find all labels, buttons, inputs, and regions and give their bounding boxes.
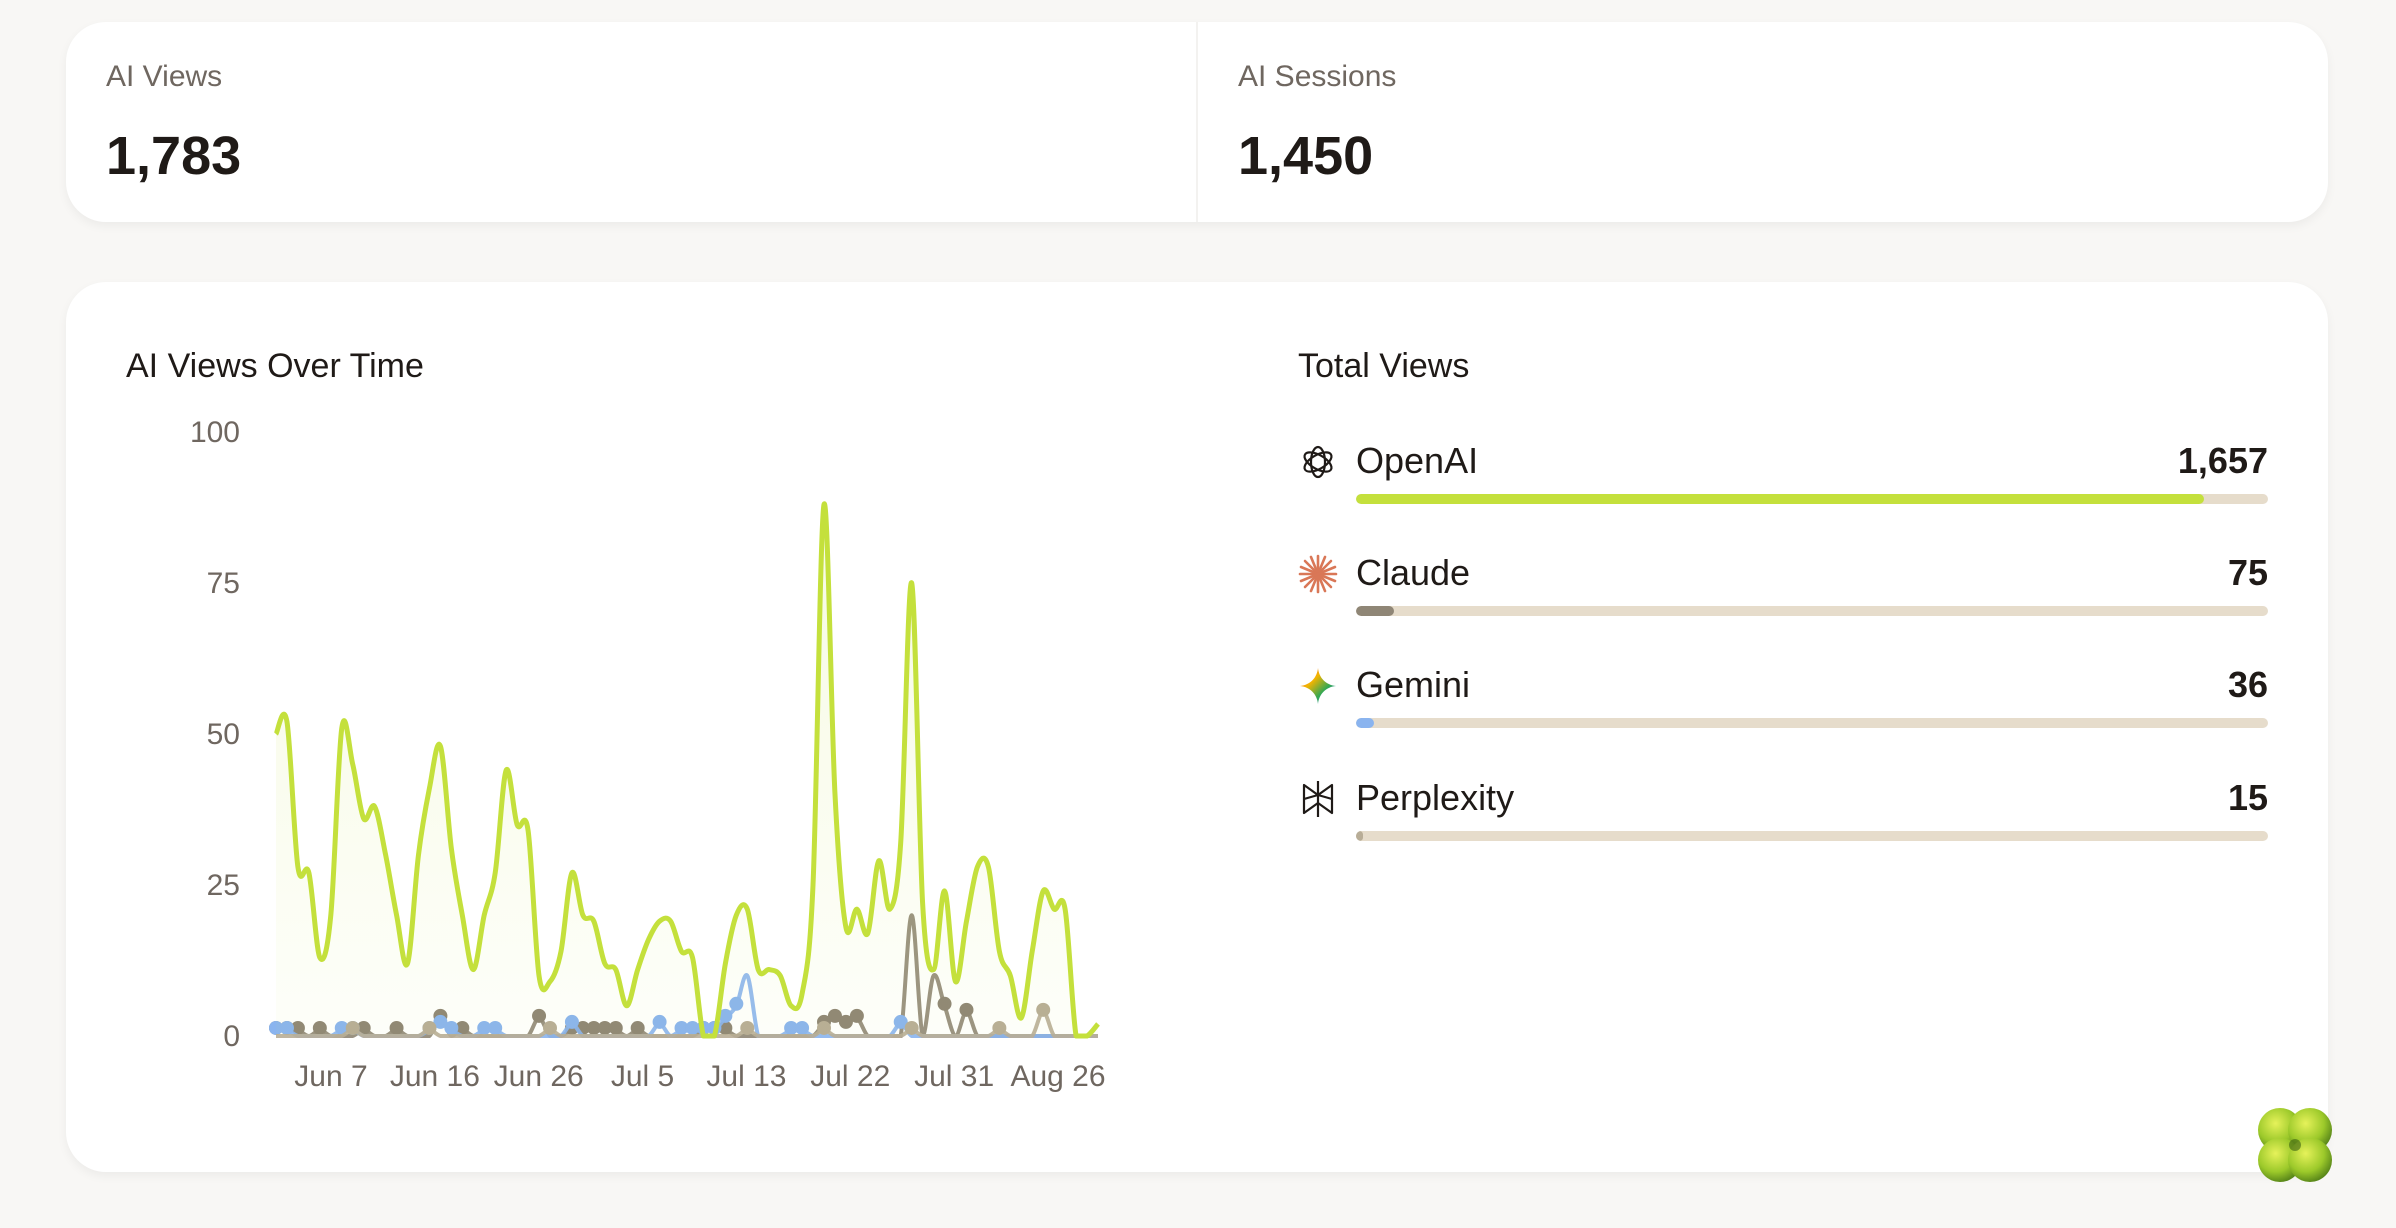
- provider-row-perplexity[interactable]: Perplexity 15: [1298, 773, 2268, 853]
- y-tick-label: 0: [223, 1020, 240, 1053]
- openai-icon: [1303, 445, 1333, 479]
- x-tick-label: Jul 5: [611, 1060, 674, 1093]
- provider-value: 75: [2227, 552, 2268, 593]
- provider-name: Gemini: [1356, 664, 1471, 705]
- provider-bar-fill: [1356, 831, 1364, 841]
- provider-value: 15: [2227, 777, 2268, 818]
- openai-area: [276, 503, 1098, 1036]
- provider-row-gemini[interactable]: Gemini 36: [1298, 660, 2268, 740]
- ai-sessions-label: AI Sessions: [1238, 60, 1397, 93]
- provider-value: 36: [2227, 664, 2268, 705]
- provider-bar-track: [1356, 718, 2268, 728]
- provider-row-openai[interactable]: OpenAI 1,657: [1298, 436, 2268, 516]
- provider-name: Claude: [1356, 552, 1471, 593]
- x-tick-label: Jul 22: [810, 1060, 890, 1093]
- provider-bar-fill: [1356, 718, 1375, 728]
- openai-line: [273, 501, 1100, 1039]
- provider-name: OpenAI: [1356, 440, 1479, 481]
- provider-row-claude[interactable]: Claude 75: [1298, 548, 2268, 628]
- x-tick-label: Jun 7: [294, 1060, 367, 1093]
- stats-card: AI Views 1,783 AI Sessions 1,450: [66, 22, 2328, 222]
- provider-bar-fill: [1356, 494, 2205, 504]
- provider-name: Perplexity: [1356, 777, 1515, 818]
- x-tick-label: Jul 31: [914, 1060, 994, 1093]
- ai-sessions-stat: AI Sessions 1,450: [1196, 22, 2328, 222]
- ai-views-stat: AI Views 1,783: [66, 22, 1196, 222]
- y-tick-label: 100: [190, 416, 240, 449]
- app-logo-icon: [2258, 1108, 2332, 1182]
- main-card: 0 25 50 75 100 Jun 7 Jun 16 Jun 26 Jul 5 Jul 13 Ju…: [66, 282, 2328, 1172]
- provider-bar-track: [1356, 606, 2268, 616]
- ai-views-value: 1,783: [106, 126, 242, 186]
- ai-views-label: AI Views: [106, 60, 223, 93]
- ai-sessions-value: 1,450: [1238, 126, 1374, 186]
- claude-icon: [1298, 554, 1338, 594]
- x-tick-label: Aug 26: [1010, 1060, 1105, 1093]
- provider-bar-track: [1356, 831, 2268, 841]
- chart-title: AI Views Over Time: [126, 347, 424, 385]
- ai-views-chart[interactable]: 0 25 50 75 100 Jun 7 Jun 16 Jun 26 Jul 5 Jul 13 Ju…: [66, 282, 2328, 1172]
- y-tick-label: 75: [207, 567, 240, 600]
- provider-bar-track: [1356, 494, 2268, 504]
- y-tick-label: 50: [207, 718, 240, 751]
- provider-value: 1,657: [2177, 440, 2268, 481]
- x-tick-label: Jul 13: [706, 1060, 786, 1093]
- y-tick-label: 25: [207, 869, 240, 902]
- provider-bar-fill: [1356, 606, 1395, 616]
- gemini-icon: [1300, 668, 1336, 704]
- x-tick-label: Jun 16: [390, 1060, 480, 1093]
- perplexity-icon: [1302, 781, 1334, 817]
- total-views-title: Total Views: [1298, 347, 1470, 385]
- x-tick-label: Jun 26: [494, 1060, 584, 1093]
